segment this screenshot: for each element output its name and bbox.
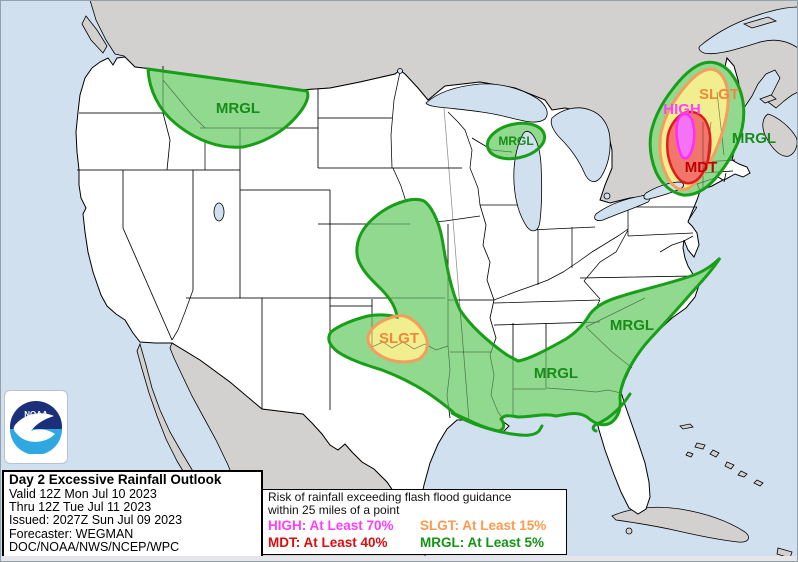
lake-st-clair (603, 192, 611, 200)
legend-entry-high: HIGH: At Least 70% (268, 518, 394, 533)
noaa-bird-icon (13, 413, 56, 442)
mrgl-contour-northwest (146, 67, 310, 149)
label-slgt-southern-plains: SLGT (379, 330, 419, 347)
map-labels: MRGL MRGL SLGT MRGL MRGL HIGH SLGT MDT M… (216, 86, 776, 382)
mrgl-contour-gulf-dip (450, 411, 544, 437)
legend-entry-mdt: MDT: At Least 40% (268, 535, 388, 550)
lake-of-the-woods (397, 68, 403, 74)
label-high-northeast: HIGH (663, 101, 701, 118)
bottom-edge-strip (0, 556, 798, 562)
slgt-contour-northeast (658, 67, 730, 192)
vancouver-island (81, 15, 108, 54)
noaa-logo-text: NOAA (24, 410, 48, 419)
risk-contours (146, 60, 746, 437)
bahamas-islands (679, 423, 793, 559)
mrgl-region-northwest (148, 69, 308, 148)
gulf-of-st-lawrence (698, 6, 798, 55)
thru-time: Thru 12Z Tue Jul 11 2023 (9, 499, 152, 514)
noaa-logo: NOAA (4, 390, 68, 464)
agency-name: DOC/NOAA/NWS/NCEP/WPC (9, 540, 180, 555)
label-mrgl-northeast: MRGL (732, 130, 776, 147)
label-slgt-northeast: SLGT (699, 86, 739, 103)
nova-scotia (762, 113, 798, 157)
label-mrgl-gulf-coast: MRGL (534, 365, 578, 382)
risk-legend: Risk of rainfall exceeding flash flood g… (262, 489, 567, 555)
label-mdt-northeast: MDT (685, 159, 718, 176)
legend-entries: HIGH: At Least 70% SLGT: At Least 15% MD… (268, 518, 561, 550)
label-mrgl-upper-midwest: MRGL (498, 134, 533, 148)
mdt-contour-northeast (666, 110, 712, 185)
mrgl-contour-northeast (648, 60, 746, 197)
slgt-region-southern-plains (367, 315, 428, 362)
prince-edward-island (759, 94, 777, 104)
cuba (611, 506, 749, 543)
great-lakes (213, 68, 684, 232)
label-mrgl-northwest: MRGL (216, 100, 260, 117)
noaa-seal: NOAA (10, 401, 62, 454)
lake-erie (594, 194, 651, 222)
legend-entry-mrgl: MRGL: At Least 5% (420, 535, 545, 550)
great-salt-lake (213, 202, 225, 222)
mrgl-region-south (328, 199, 720, 431)
outlook-title: Day 2 Excessive Rainfall Outlook (9, 472, 222, 487)
lake-superior (425, 83, 548, 123)
high-region-northeast (676, 114, 695, 159)
issued-time: Issued: 2027Z Sun Jul 09 2023 (9, 513, 183, 528)
isle-of-youth (625, 527, 633, 535)
label-mrgl-southeast: MRGL (610, 317, 654, 334)
outlook-info-box: Day 2 Excessive Rainfall Outlook Valid 1… (2, 470, 263, 558)
legend-description-line2: within 25 miles of a point (268, 502, 400, 517)
mrgl-contour-upper-midwest (485, 121, 547, 161)
slgt-contour-southern-plains (366, 314, 429, 364)
legend-entry-slgt: SLGT: At Least 15% (420, 518, 547, 533)
mrgl-contour-florida-curl (591, 392, 632, 433)
high-contour-northeast (675, 112, 696, 160)
valid-time: Valid 12Z Mon Jul 10 2023 (9, 486, 157, 501)
anticosti-island (742, 16, 778, 29)
lake-huron (550, 107, 611, 182)
forecaster-name: Forecaster: WEGMAN (9, 526, 134, 541)
legend-description-line1: Risk of rainfall exceeding flash flood g… (268, 490, 512, 504)
